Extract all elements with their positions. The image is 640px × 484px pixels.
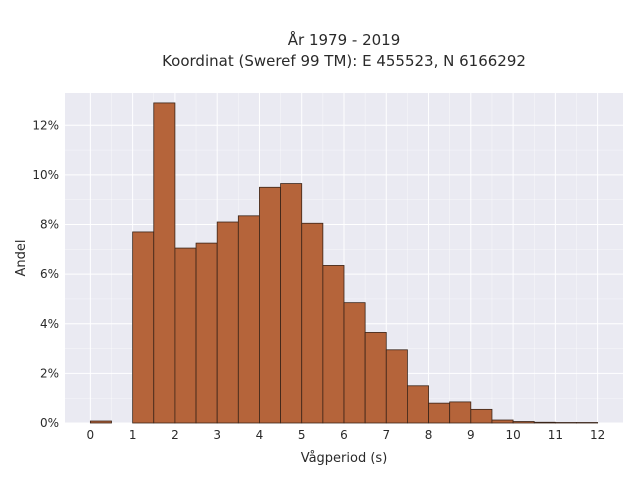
histogram-bar: [238, 216, 259, 423]
x-tick-label: 9: [467, 428, 475, 442]
histogram-bar: [513, 422, 534, 423]
x-tick-label: 1: [129, 428, 137, 442]
x-tick-label: 6: [340, 428, 348, 442]
y-tick-label: 6%: [40, 267, 59, 281]
x-tick-label: 0: [87, 428, 95, 442]
histogram-bar: [429, 403, 450, 423]
y-tick-label: 8%: [40, 218, 59, 232]
x-tick-label: 12: [590, 428, 605, 442]
y-tick-label: 0%: [40, 416, 59, 430]
x-tick-label: 2: [171, 428, 179, 442]
x-axis-label: Vågperiod (s): [301, 451, 388, 466]
histogram-bar: [302, 223, 323, 423]
y-axis-ticks: 0% 2% 4% 6% 8% 10% 12%: [32, 118, 59, 430]
histogram-bar: [471, 409, 492, 423]
y-axis-label: Andel: [14, 240, 29, 277]
x-tick-label: 10: [505, 428, 520, 442]
x-tick-label: 7: [382, 428, 390, 442]
y-tick-label: 10%: [32, 168, 59, 182]
y-tick-label: 2%: [40, 366, 59, 380]
histogram-bar: [344, 303, 365, 423]
histogram-bar: [323, 265, 344, 423]
histogram-bar: [492, 420, 513, 423]
histogram-bar: [534, 422, 555, 423]
x-tick-label: 4: [256, 428, 264, 442]
histogram-bar: [281, 184, 302, 423]
chart-title-line-2: Koordinat (Sweref 99 TM): E 455523, N 61…: [162, 52, 526, 70]
x-tick-label: 3: [213, 428, 221, 442]
y-tick-label: 12%: [32, 118, 59, 132]
histogram-bar: [175, 248, 196, 423]
histogram-bar: [154, 103, 175, 423]
histogram-bar: [217, 222, 238, 423]
x-tick-label: 5: [298, 428, 306, 442]
chart-title-line-1: År 1979 - 2019: [288, 30, 401, 49]
x-tick-label: 11: [548, 428, 563, 442]
histogram-bar: [365, 332, 386, 423]
histogram-bar: [450, 402, 471, 423]
histogram-bar: [259, 187, 280, 423]
y-tick-label: 4%: [40, 317, 59, 331]
histogram-bar: [133, 232, 154, 423]
histogram-bar: [90, 421, 111, 423]
x-tick-label: 8: [425, 428, 433, 442]
histogram-bar: [386, 350, 407, 423]
histogram-bar: [196, 243, 217, 423]
histogram-bar: [407, 386, 428, 423]
